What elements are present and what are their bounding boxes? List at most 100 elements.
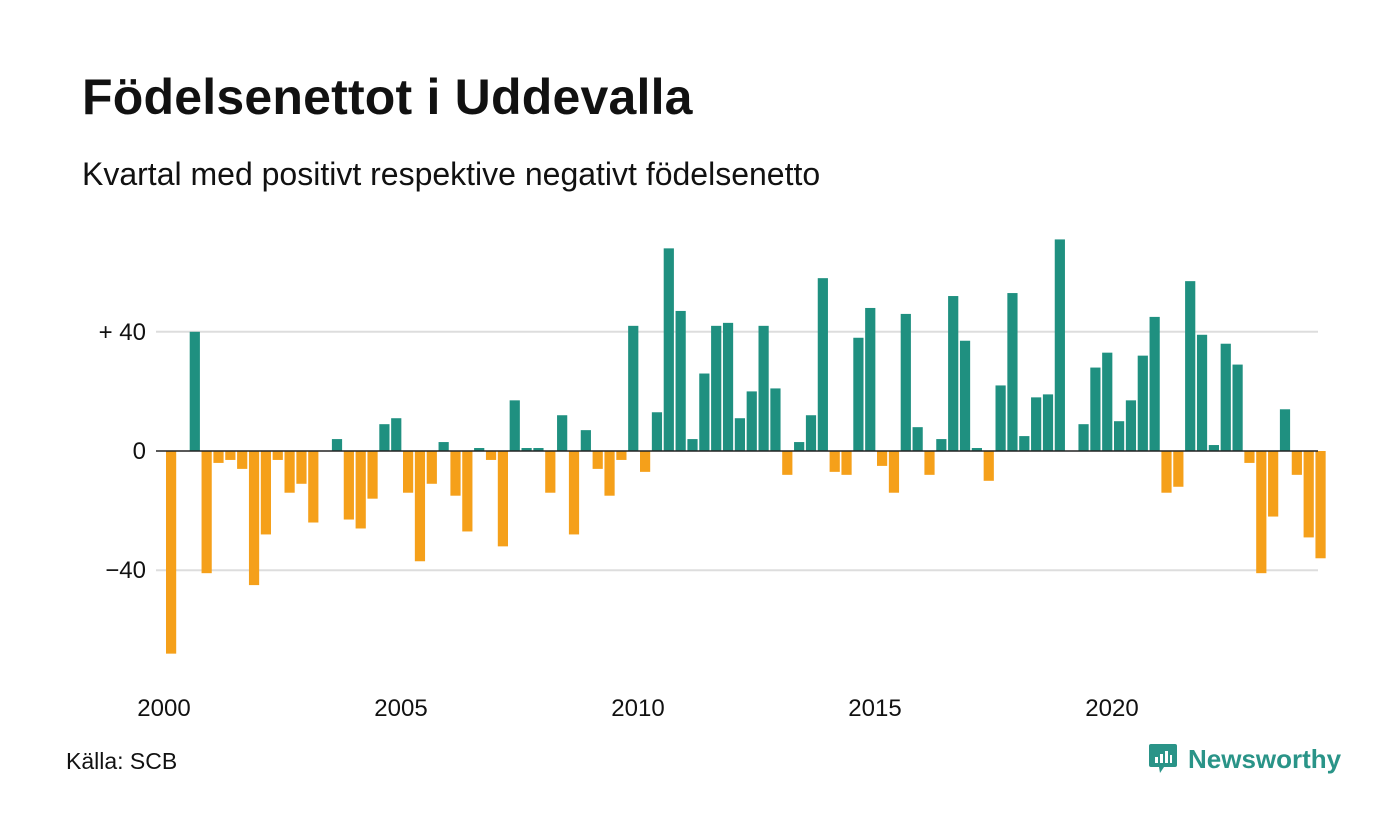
gridlines [156, 330, 1318, 572]
bar-negative [414, 451, 426, 562]
chart-subtitle: Kvartal med positivt respektive negativt… [82, 156, 821, 192]
bar-positive [853, 337, 864, 451]
bar-positive [1232, 364, 1243, 451]
bar-positive [770, 388, 781, 451]
bar-positive [628, 325, 639, 451]
bar-positive [509, 400, 520, 451]
bar-negative [545, 451, 556, 493]
bar-positive [1196, 334, 1208, 451]
bar-positive [1279, 409, 1291, 451]
bar-negative [888, 451, 900, 493]
bar-negative [260, 451, 271, 535]
bar-negative [1291, 451, 1302, 475]
bar-negative [782, 451, 793, 475]
bar-positive [1090, 367, 1101, 451]
bar-positive [1031, 397, 1042, 451]
bar-chart-speech-bubble-icon [1149, 744, 1177, 773]
bar-positive [865, 307, 876, 451]
bar-positive [331, 439, 343, 451]
bar-positive [948, 296, 959, 451]
bar-positive [1208, 445, 1219, 451]
bar-negative [296, 451, 307, 484]
bar-negative [983, 451, 994, 481]
bar-positive [995, 385, 1006, 451]
bar-positive [936, 439, 947, 451]
bar-positive [1185, 281, 1196, 451]
bar-negative [924, 451, 935, 475]
bar-negative [237, 451, 248, 469]
bar-positive [663, 248, 674, 451]
bar-positive [391, 418, 402, 451]
x-tick-label: 2020 [1085, 695, 1138, 722]
x-tick-label: 2005 [374, 695, 427, 722]
bar-positive [1078, 424, 1089, 451]
bar-positive [758, 325, 769, 451]
bar-negative [403, 451, 414, 493]
bar-positive [474, 448, 485, 451]
bar-negative [248, 451, 260, 586]
y-tick-label: −40 [105, 557, 146, 584]
bar-negative [829, 451, 840, 472]
bar-negative [568, 451, 580, 535]
bar-positive [900, 313, 911, 451]
bar-positive [817, 278, 828, 451]
y-axis-ticks: + 40 0 −40 [99, 319, 146, 584]
bar-positive [1149, 316, 1160, 451]
bar-negative [1303, 451, 1314, 538]
bar-positive [189, 331, 200, 451]
bar-positive [1042, 394, 1054, 451]
bars [166, 239, 1326, 654]
bar-positive [699, 373, 710, 451]
bar-positive [1114, 421, 1125, 451]
bar-negative [343, 451, 354, 520]
bar-negative [1244, 451, 1255, 463]
brand-name: Newsworthy [1188, 743, 1342, 774]
bar-negative [1161, 451, 1172, 493]
y-tick-label: 0 [133, 438, 146, 465]
bar-positive [722, 322, 734, 451]
bar-positive [1102, 352, 1113, 451]
bar-negative [308, 451, 319, 523]
bar-negative [426, 451, 437, 484]
bar-positive [557, 415, 568, 451]
chart-title: Födelsenettot i Uddevalla [82, 69, 693, 125]
bar-positive [1125, 400, 1137, 451]
bar-positive [580, 430, 591, 451]
bar-positive [794, 442, 805, 451]
bar-positive [711, 325, 722, 451]
bar-negative [1315, 451, 1326, 559]
bar-positive [651, 412, 663, 451]
bar-positive [675, 310, 686, 451]
bar-positive [1054, 239, 1065, 451]
bar-positive [912, 427, 923, 451]
brand-logo: Newsworthy [1148, 742, 1341, 776]
bar-positive [746, 391, 757, 451]
bar-positive [805, 415, 817, 451]
bar-positive [521, 448, 532, 451]
bar-negative [604, 451, 615, 496]
bar-negative [1256, 451, 1267, 574]
x-axis-ticks: 2000 2005 2010 2015 2020 [137, 695, 1138, 722]
bar-negative [166, 451, 177, 654]
bar-positive [687, 439, 698, 451]
bar-negative [841, 451, 852, 475]
bar-positive [438, 442, 449, 451]
bar-negative [462, 451, 473, 532]
bar-negative [213, 451, 224, 463]
x-tick-label: 2010 [611, 695, 664, 722]
bar-negative [616, 451, 627, 460]
bar-positive [971, 448, 982, 451]
bar-positive [533, 448, 544, 451]
bar-positive [1007, 293, 1018, 451]
bar-negative [485, 451, 497, 460]
bar-positive [1137, 355, 1148, 451]
bar-negative [201, 451, 212, 574]
bar-negative [1268, 451, 1279, 517]
bar-negative [592, 451, 603, 469]
bar-negative [225, 451, 236, 460]
bar-negative [450, 451, 461, 496]
y-tick-label: + 40 [99, 319, 146, 346]
bar-negative [355, 451, 366, 529]
bar-negative [284, 451, 295, 493]
